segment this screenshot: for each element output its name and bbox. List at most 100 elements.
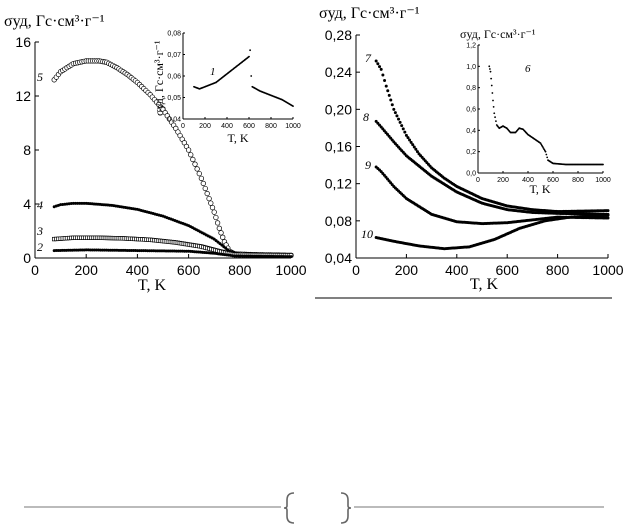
y-tick-label: 1,2 — [466, 43, 476, 50]
right-series-group — [374, 59, 610, 251]
data-point — [78, 201, 82, 205]
data-point — [495, 120, 497, 122]
data-point — [374, 59, 378, 63]
data-point — [379, 67, 383, 71]
data-point — [408, 138, 412, 142]
right-y-ticks: 0,04 0,08 0,12 0,16 0,20 0,24 0,28 — [325, 27, 360, 266]
data-point — [188, 152, 194, 158]
y-tick-label: 0,04 — [325, 250, 352, 266]
y-tick-label: 0,08 — [325, 213, 352, 229]
y-tick-label: 16 — [15, 34, 31, 50]
data-point — [401, 127, 405, 131]
data-point — [411, 143, 415, 147]
data-point — [403, 130, 407, 134]
x-tick-label: 200 — [395, 262, 419, 278]
series-3 — [52, 235, 294, 258]
y-tick-label: 0,05 — [167, 95, 181, 102]
data-point — [214, 220, 221, 226]
x-tick-label: 200 — [497, 177, 509, 184]
data-point — [71, 201, 75, 205]
x-tick-label: 800 — [572, 177, 584, 184]
series-7 — [374, 59, 610, 214]
y-tick-label: 8 — [23, 142, 31, 158]
data-point — [381, 73, 385, 77]
data-point — [493, 112, 496, 115]
right-inset-y-ticks: 0,0 0,2 0,4 0,6 0,8 1,0 1,2 — [466, 43, 480, 178]
series-10 — [374, 213, 610, 251]
data-point — [412, 145, 416, 149]
data-point — [489, 70, 492, 73]
left-series-label-3: 3 — [36, 224, 43, 238]
data-point — [289, 255, 293, 259]
x-tick-label: 0 — [476, 177, 480, 184]
data-point — [488, 68, 491, 70]
left-inset-x-ticks: 0 200 400 600 800 1000 — [181, 117, 301, 130]
left-inset-y-ticks: 0,04 0,05 0,06 0,07 0,08 — [167, 31, 185, 124]
y-tick-label: 0,06 — [167, 74, 181, 81]
data-point — [606, 209, 610, 213]
x-tick-label: 800 — [546, 262, 570, 278]
data-point — [74, 201, 78, 205]
data-point — [198, 175, 205, 182]
right-series-label-7: 7 — [365, 51, 372, 65]
y-tick-label: 0,24 — [325, 64, 352, 80]
footer-left-brace — [283, 492, 295, 524]
data-point — [415, 150, 419, 154]
left-y-axis-title: σуд, Гс·см³·г⁻¹ — [4, 13, 105, 30]
right-series-label-8: 8 — [363, 110, 369, 124]
data-point — [194, 166, 200, 172]
left-inset-series — [193, 49, 294, 107]
x-tick-label: 600 — [496, 262, 520, 278]
data-point — [248, 55, 250, 58]
data-point — [209, 204, 216, 211]
x-tick-label: 200 — [199, 123, 211, 130]
data-point — [491, 92, 494, 94]
x-tick-label: 1000 — [595, 177, 611, 184]
data-point — [213, 214, 219, 221]
left-inset-x-axis-title: T, K — [227, 131, 248, 145]
data-point — [492, 105, 495, 108]
right-chart: σуд, Гс·см³·г⁻¹ 0,040,080,120,160,200,24… — [315, 5, 624, 299]
left-inset-y-axis-title: σуд, Гс·см³·г⁻¹ — [152, 40, 166, 116]
left-series-label-4: 4 — [37, 198, 43, 212]
right-x-axis-title: T, K — [470, 276, 499, 293]
y-tick-label: 0,4 — [466, 128, 476, 135]
data-point — [220, 234, 226, 240]
data-point — [546, 156, 549, 159]
data-point — [216, 225, 222, 231]
left-series-label-2: 2 — [37, 240, 43, 254]
right-series-label-10: 10 — [361, 227, 373, 241]
x-tick-label: 600 — [177, 262, 201, 278]
x-tick-label: 0 — [31, 262, 39, 278]
data-point — [378, 65, 382, 69]
data-point — [80, 201, 84, 205]
data-point — [249, 49, 252, 52]
y-tick-label: 0,0 — [466, 171, 476, 178]
data-point — [386, 89, 390, 93]
data-point — [185, 147, 192, 153]
y-tick-label: 12 — [15, 88, 31, 104]
x-tick-label: 1000 — [285, 123, 301, 130]
data-point — [392, 107, 396, 111]
x-tick-label: 600 — [243, 123, 255, 130]
data-point — [76, 201, 80, 205]
y-tick-label: 0,28 — [325, 27, 352, 43]
footer-right-brace — [340, 492, 352, 524]
data-point — [206, 195, 212, 202]
data-point — [404, 133, 408, 137]
data-point — [196, 170, 202, 177]
data-point — [208, 200, 214, 206]
data-point — [488, 65, 491, 68]
series-inset-6 — [488, 65, 604, 166]
y-tick-label: 0,6 — [466, 107, 476, 114]
y-tick-label: 0,07 — [167, 52, 181, 59]
series-5 — [51, 58, 294, 258]
data-point — [376, 62, 380, 66]
series-inset-1 — [193, 49, 294, 107]
x-tick-label: 1000 — [275, 262, 306, 278]
x-tick-label: 200 — [75, 262, 99, 278]
data-point — [218, 230, 224, 236]
page-footer-rule — [24, 492, 604, 524]
x-tick-label: 400 — [221, 123, 233, 130]
x-tick-label: 0 — [181, 123, 185, 130]
